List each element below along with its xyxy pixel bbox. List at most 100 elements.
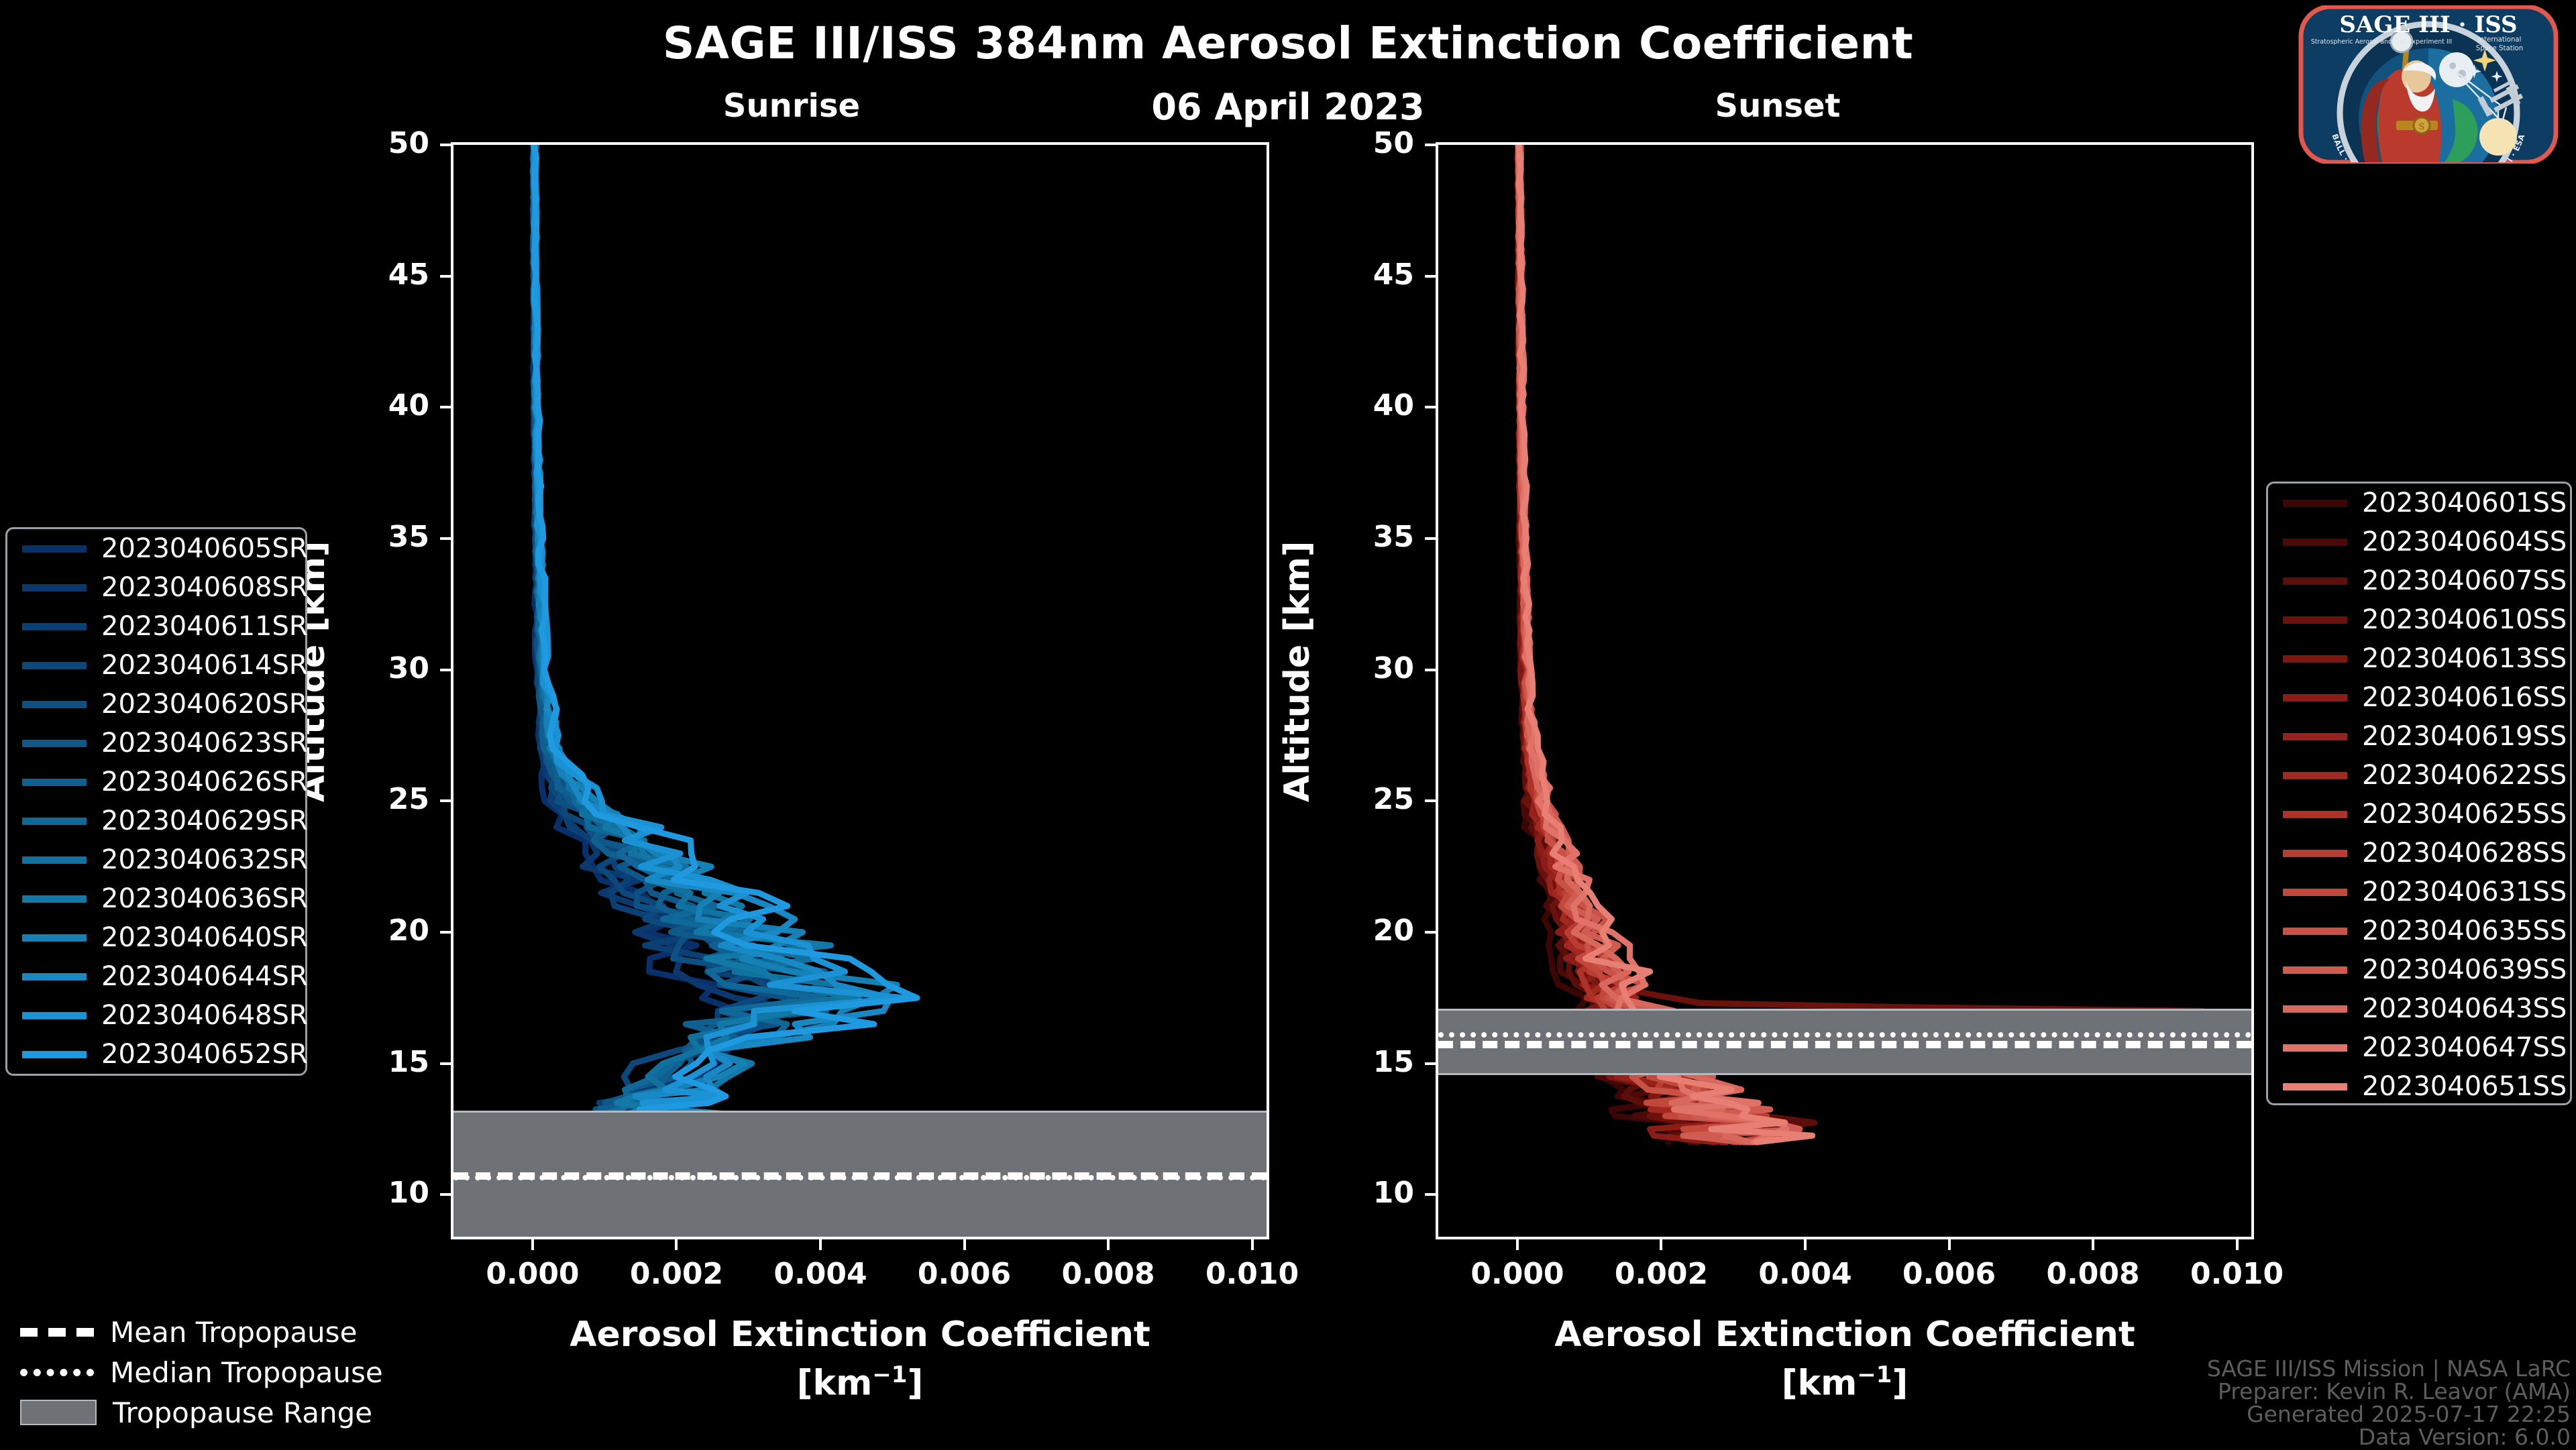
y-axis-tick-mark: [440, 406, 452, 409]
y-axis-tick-mark: [1425, 274, 1437, 278]
y-axis-tick-mark: [440, 931, 452, 934]
legend-entry-sunrise-item[interactable]: 2023040629SR: [7, 801, 308, 840]
y-axis-tick-mark: [1425, 144, 1437, 146]
y-axis-tick-mark: [1425, 1062, 1437, 1065]
logo-title: SAGE III · ISS: [2339, 11, 2517, 38]
plot-panel-sunset: [1436, 142, 2254, 1239]
series-color-swatch-icon: [2283, 1082, 2347, 1091]
series-color-swatch-icon: [2283, 810, 2347, 818]
x-axis-tick-mark: [819, 1238, 822, 1250]
series-line: [530, 145, 790, 1146]
x-axis-tick-mark: [2092, 1238, 2095, 1250]
legend-entry-sunset-item[interactable]: 2023040643SS: [2268, 989, 2570, 1028]
legend-entry-sunrise-item[interactable]: 2023040652SR: [7, 1035, 308, 1074]
legend-entry-sunset-item[interactable]: 2023040635SS: [2268, 911, 2570, 950]
y-axis-tick-mark: [440, 799, 452, 803]
x-axis-tick-label: 0.000: [1470, 1257, 1564, 1291]
legend-entry-sunset-item[interactable]: 2023040647SS: [2268, 1028, 2570, 1067]
legend-entry-sunset-item[interactable]: 2023040607SS: [2268, 561, 2570, 600]
legend-entry-sunset-label: 2023040625SS: [2362, 799, 2567, 830]
legend-entry-sunrise-label: 2023040652SR: [101, 1039, 308, 1070]
x-axis-tick-label: 0.010: [1205, 1257, 1299, 1291]
dotted-line-icon: [20, 1368, 94, 1376]
legend-entry-sunset-label: 2023040643SS: [2362, 993, 2567, 1024]
y-axis-tick-label: 35: [388, 520, 429, 555]
legend-entry-sunrise-item[interactable]: 2023040605SR: [7, 529, 308, 568]
plot-area-sunset: [1438, 145, 2251, 1237]
legend-entry-sunrise-item[interactable]: 2023040644SR: [7, 957, 308, 996]
legend-entry-sunrise-label: 2023040605SR: [101, 533, 308, 564]
legend-entry-sunset-item[interactable]: 2023040628SS: [2268, 834, 2570, 873]
legend-entry-sunrise-item[interactable]: 2023040614SR: [7, 646, 308, 685]
y-axis-tick-mark: [440, 537, 452, 541]
y-axis-tick-mark: [440, 144, 452, 146]
legend-entry-sunset-item[interactable]: 2023040604SS: [2268, 522, 2570, 561]
legend-sunrise[interactable]: 2023040605SR 2023040608SR 2023040611SR 2023…: [5, 527, 308, 1076]
subtitle-date: 06 April 2023: [1151, 86, 1425, 128]
legend-sunset[interactable]: 2023040601SS 2023040604SS 2023040607SS 2023…: [2266, 482, 2572, 1105]
legend-entry-sunrise-item[interactable]: 2023040608SR: [7, 568, 308, 607]
x-axis-tick-mark: [2235, 1238, 2239, 1250]
legend-entry-sunset-item[interactable]: 2023040619SS: [2268, 717, 2570, 756]
y-axis-tick-label: 40: [388, 388, 429, 423]
series-color-swatch-icon: [22, 583, 87, 592]
legend-entry-sunset-label: 2023040631SS: [2362, 877, 2567, 907]
legend-entry-sunset-item[interactable]: 2023040616SS: [2268, 678, 2570, 717]
y-axis-tick-label: 10: [1373, 1176, 1414, 1211]
legend-entry-sunset-item[interactable]: 2023040610SS: [2268, 600, 2570, 639]
mission-patch-icon: S BALL · NASA LANGLEY RESEARCH CENTER · …: [2298, 4, 2559, 165]
legend-entry-sunset-label: 2023040639SS: [2362, 954, 2567, 985]
legend-entry-sunrise-item[interactable]: 2023040648SR: [7, 996, 308, 1035]
series-color-swatch-icon: [2283, 499, 2347, 507]
series-color-swatch-icon: [2283, 732, 2347, 740]
legend-entry-sunset-label: 2023040628SS: [2362, 838, 2567, 869]
y-axis-tick-label: 40: [1373, 388, 1414, 423]
y-axis-title: Altitude [km]: [1277, 541, 1318, 802]
y-axis-tick-label: 15: [1373, 1044, 1414, 1079]
subtitle-sunset: Sunset: [1715, 87, 1841, 125]
svg-text:S: S: [2419, 122, 2425, 132]
series-color-swatch-icon: [22, 856, 87, 864]
legend-entry-sunset-item[interactable]: 2023040613SS: [2268, 639, 2570, 678]
legend-entry-sunrise-item[interactable]: 2023040632SR: [7, 840, 308, 879]
x-axis-tick-mark: [1660, 1238, 1663, 1250]
x-axis-tick-label: 0.004: [1758, 1257, 1852, 1291]
series-color-swatch-icon: [2283, 1005, 2347, 1013]
series-color-swatch-icon: [22, 895, 87, 903]
y-axis-tick-mark: [1425, 406, 1437, 409]
logo-subtitle-right-1: International: [2477, 36, 2521, 44]
legend-entry-sunrise-item[interactable]: 2023040640SR: [7, 918, 308, 957]
legend-entry-sunset-item[interactable]: 2023040622SS: [2268, 756, 2570, 795]
dashed-line-icon: [20, 1327, 94, 1337]
legend-item-mean-tropopause: Mean Tropopause: [20, 1312, 449, 1352]
legend-entry-sunset-item[interactable]: 2023040651SS: [2268, 1067, 2570, 1106]
y-axis-tick-label: 50: [1373, 126, 1414, 160]
legend-entry-sunset-item[interactable]: 2023040639SS: [2268, 950, 2570, 989]
legend-entry-sunset-item[interactable]: 2023040625SS: [2268, 795, 2570, 834]
legend-entry-sunrise-item[interactable]: 2023040620SR: [7, 685, 308, 724]
y-axis-tick-label: 30: [388, 651, 429, 685]
legend-entry-sunrise-label: 2023040629SR: [101, 805, 308, 836]
series-line: [529, 145, 828, 1146]
x-axis-tick-mark: [531, 1238, 534, 1250]
legend-item-tropopause-range: Tropopause Range: [20, 1392, 449, 1433]
y-axis-tick-mark: [1425, 537, 1437, 541]
legend-entry-sunrise-item[interactable]: 2023040626SR: [7, 763, 308, 801]
series-color-swatch-icon: [22, 778, 87, 786]
y-axis-tick-label: 10: [388, 1176, 429, 1211]
legend-entry-sunset-label: 2023040601SS: [2362, 488, 2567, 518]
legend-entry-sunset-item[interactable]: 2023040631SS: [2268, 873, 2570, 911]
y-axis-tick-mark: [440, 668, 452, 671]
x-axis-tick-label: 0.006: [1902, 1257, 1996, 1291]
series-color-swatch-icon: [22, 972, 87, 981]
legend-entry-sunrise-label: 2023040608SR: [101, 572, 308, 603]
legend-entry-sunrise-item[interactable]: 2023040623SR: [7, 724, 308, 763]
mean-tropopause-line: [453, 1172, 1267, 1180]
legend-entry-sunrise-item[interactable]: 2023040636SR: [7, 879, 308, 918]
x-axis-tick-mark: [1107, 1238, 1110, 1250]
legend-entry-sunrise-item[interactable]: 2023040611SR: [7, 607, 308, 646]
legend-entry-sunset-item[interactable]: 2023040601SS: [2268, 484, 2570, 522]
series-color-swatch-icon: [2283, 538, 2347, 546]
series-line: [530, 145, 771, 1146]
